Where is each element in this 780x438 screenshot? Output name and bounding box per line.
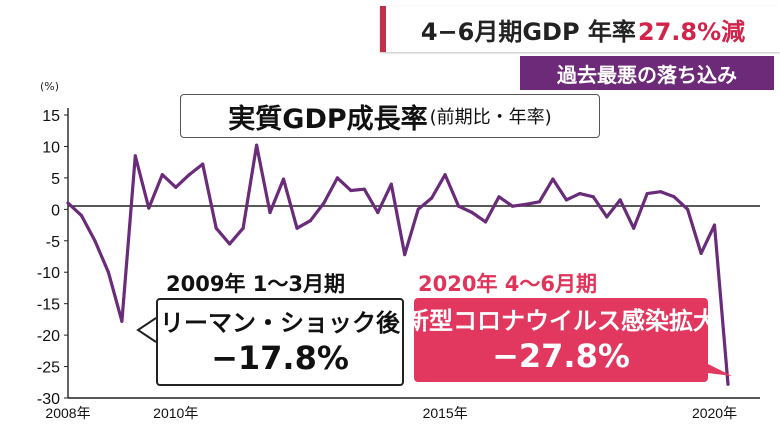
lehman-callout-label: リーマン・ショック後: [160, 309, 400, 337]
data-point: [403, 253, 407, 257]
data-point: [106, 270, 110, 274]
y-tick-label: -5: [46, 234, 60, 251]
data-point: [430, 196, 434, 200]
x-ticks: 2008年 2010年 2015年 2020年: [45, 405, 737, 421]
lehman-callout-value: −17.8%: [211, 339, 349, 377]
headline-banner: 4−6月期GDP 年率 27.8%減: [380, 6, 780, 52]
data-point: [632, 226, 636, 230]
chart-title: 実質GDP成長率 (前期比・年率): [180, 94, 600, 138]
data-point: [389, 182, 393, 186]
data-point: [564, 198, 569, 202]
y-tick-label: 5: [51, 171, 60, 188]
headline-accent: 27.8%減: [637, 17, 746, 46]
data-point: [335, 176, 339, 180]
data-point: [308, 219, 312, 223]
data-point: [174, 185, 178, 189]
data-point: [66, 201, 70, 205]
data-point: [699, 251, 703, 255]
data-point: [376, 210, 380, 215]
data-point: [187, 173, 191, 177]
covid-callout-label: 新型コロナウイルス感染拡大: [405, 307, 717, 335]
data-point: [241, 226, 245, 230]
y-axis-unit: (%): [40, 80, 60, 93]
data-point: [268, 210, 272, 215]
y-tick-label: 0: [51, 202, 60, 219]
data-point: [470, 210, 474, 215]
y-tick-label: -30: [37, 391, 60, 408]
data-point: [524, 202, 528, 206]
chart-title-sub: (前期比・年率): [429, 107, 552, 128]
data-point: [133, 154, 137, 158]
data-point: [457, 204, 461, 208]
data-point: [497, 195, 501, 199]
y-tick-label: -20: [37, 328, 60, 345]
subhead-text: 過去最悪の落ち込み: [557, 62, 737, 87]
data-point: [295, 226, 299, 230]
data-point: [645, 192, 649, 196]
data-point: [79, 214, 84, 218]
y-tick-label: 10: [42, 139, 60, 156]
data-point: [551, 177, 555, 181]
data-point: [416, 207, 420, 211]
covid-callout: 新型コロナウイルス感染拡大 −27.8%: [405, 298, 717, 382]
data-point: [672, 195, 676, 199]
x-tick-label: 2010年: [153, 405, 198, 421]
headline-text: 4−6月期GDP 年率: [420, 17, 636, 46]
data-point: [214, 226, 218, 230]
covid-callout-pointer: [700, 360, 732, 376]
growth-rate-line: [66, 143, 730, 386]
data-point: [255, 143, 259, 147]
lehman-callout-pointer: [136, 317, 157, 343]
x-tick-label: 2015年: [423, 405, 468, 421]
data-point: [484, 220, 488, 224]
data-point: [201, 162, 205, 166]
y-tick-label: -15: [37, 297, 60, 314]
data-point: [349, 188, 353, 193]
data-point: [281, 177, 286, 181]
chart-title-main: 実質GDP成長率: [228, 103, 428, 135]
data-point: [578, 192, 582, 196]
data-point: [443, 173, 447, 177]
data-point: [510, 204, 515, 208]
data-points: [66, 143, 730, 386]
x-tick-label: 2020年: [692, 405, 737, 421]
data-point: [659, 190, 663, 194]
lehman-callout: リーマン・ショック後 −17.8%: [156, 298, 404, 386]
data-point: [605, 215, 609, 219]
y-tick-label: -10: [37, 265, 60, 282]
data-point: [93, 239, 97, 243]
data-point: [726, 382, 730, 386]
data-point: [712, 223, 717, 227]
data-point: [147, 206, 151, 210]
data-point: [322, 201, 326, 205]
covid-callout-value: −27.8%: [492, 337, 630, 375]
data-point: [362, 187, 366, 191]
subhead-banner: 過去最悪の落ち込み: [520, 56, 774, 90]
data-point: [120, 319, 124, 323]
y-tick-label: -25: [37, 360, 60, 377]
data-point: [160, 173, 164, 177]
y-tick-label: 15: [42, 108, 60, 125]
data-point: [537, 200, 542, 204]
data-point: [686, 207, 690, 211]
data-point: [618, 198, 622, 202]
data-point: [228, 242, 232, 246]
covid-period-label: 2020年 4〜6月期: [418, 272, 597, 296]
x-tick-label: 2008年: [45, 405, 90, 421]
data-point: [591, 195, 595, 199]
y-ticks: 15 10 5 0 -5 -10 -15 -20 -25 -30: [37, 108, 68, 408]
lehman-period-label: 2009年 1〜3月期: [166, 272, 345, 296]
